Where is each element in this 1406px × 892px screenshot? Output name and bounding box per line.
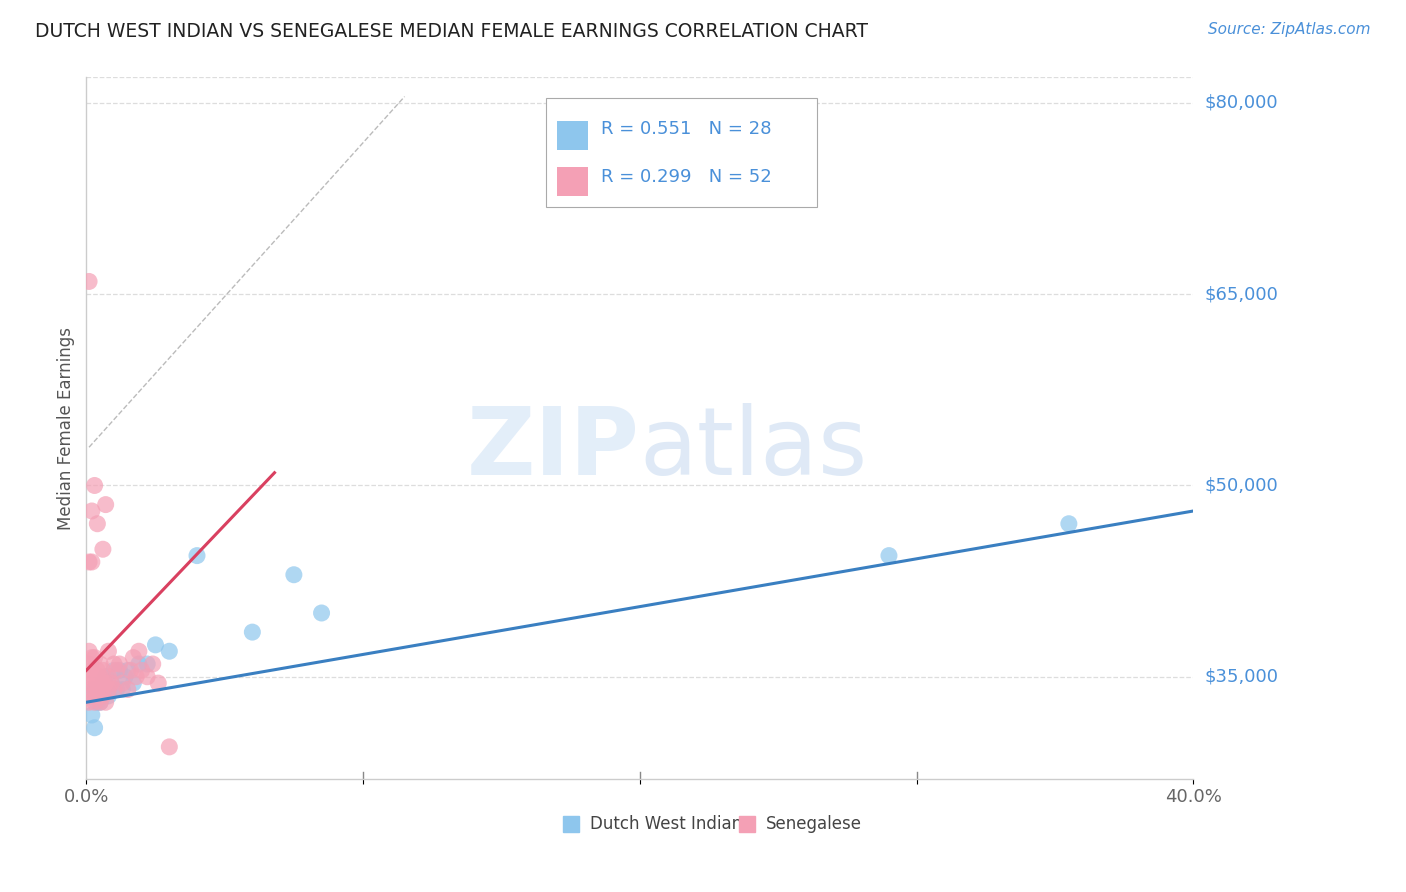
Point: [83, 650, 105, 665]
Point: [77, 275, 100, 289]
Point: [114, 670, 136, 684]
Point: [89, 682, 111, 697]
Text: $50,000: $50,000: [1205, 476, 1278, 494]
Point: [136, 670, 159, 684]
Point: [108, 664, 131, 678]
Point: [83, 682, 105, 697]
Text: atlas: atlas: [640, 403, 868, 495]
Text: R = 0.551   N = 28: R = 0.551 N = 28: [602, 120, 772, 138]
Point: [80, 676, 103, 690]
Point: [128, 644, 150, 658]
Point: [145, 638, 167, 652]
Text: $35,000: $35,000: [1205, 668, 1278, 686]
Point: [94, 498, 117, 512]
Text: $80,000: $80,000: [1205, 94, 1278, 112]
Point: [80, 504, 103, 518]
Point: [100, 676, 122, 690]
Point: [97, 644, 120, 658]
Point: [105, 664, 128, 678]
Point: [125, 670, 148, 684]
Point: [77, 689, 100, 703]
Point: [131, 664, 153, 678]
Point: [86, 516, 108, 531]
Point: [91, 689, 114, 703]
Point: [89, 682, 111, 697]
Text: R = 0.299   N = 52: R = 0.299 N = 52: [602, 168, 772, 186]
Point: [77, 657, 100, 671]
Text: DUTCH WEST INDIAN VS SENEGALESE MEDIAN FEMALE EARNINGS CORRELATION CHART: DUTCH WEST INDIAN VS SENEGALESE MEDIAN F…: [35, 22, 868, 41]
Point: [83, 682, 105, 697]
Point: [89, 695, 111, 709]
Point: [103, 657, 125, 671]
Point: [157, 739, 180, 754]
Point: [77, 555, 100, 569]
Y-axis label: Median Female Earnings: Median Female Earnings: [58, 326, 75, 530]
Point: [83, 721, 105, 735]
Point: [91, 664, 114, 678]
Point: [80, 708, 103, 723]
Point: [83, 478, 105, 492]
Point: [86, 695, 108, 709]
Point: [283, 567, 305, 582]
Point: [91, 676, 114, 690]
Point: [117, 682, 139, 697]
Text: $65,000: $65,000: [1205, 285, 1278, 303]
Point: [89, 657, 111, 671]
Point: [120, 664, 142, 678]
Point: [89, 695, 111, 709]
Point: [111, 682, 134, 697]
Point: [77, 695, 100, 709]
Point: [86, 676, 108, 690]
Point: [80, 664, 103, 678]
Point: [186, 549, 208, 563]
Point: [122, 650, 145, 665]
FancyBboxPatch shape: [557, 168, 588, 196]
Text: Source: ZipAtlas.com: Source: ZipAtlas.com: [1208, 22, 1371, 37]
Point: [94, 695, 117, 709]
FancyBboxPatch shape: [557, 120, 588, 150]
Point: [108, 657, 131, 671]
Point: [311, 606, 333, 620]
Text: Senegalese: Senegalese: [766, 815, 862, 833]
Point: [89, 670, 111, 684]
Point: [80, 689, 103, 703]
Point: [157, 644, 180, 658]
Point: [83, 695, 105, 709]
Point: [97, 682, 120, 697]
Point: [122, 676, 145, 690]
Point: [77, 670, 100, 684]
Point: [91, 542, 114, 557]
Point: [94, 676, 117, 690]
Point: [877, 549, 900, 563]
Point: [1057, 516, 1080, 531]
Point: [142, 657, 165, 671]
Text: ZIP: ZIP: [467, 403, 640, 495]
Point: [80, 650, 103, 665]
Point: [77, 644, 100, 658]
FancyBboxPatch shape: [546, 98, 817, 207]
Point: [83, 670, 105, 684]
Point: [77, 682, 100, 697]
Point: [100, 676, 122, 690]
Point: [240, 625, 263, 640]
Point: [86, 664, 108, 678]
Point: [97, 689, 120, 703]
Point: [103, 682, 125, 697]
Point: [86, 689, 108, 703]
Point: [94, 670, 117, 684]
Point: [117, 664, 139, 678]
Point: [136, 657, 159, 671]
Point: [103, 664, 125, 678]
Point: [80, 555, 103, 569]
Text: Dutch West Indians: Dutch West Indians: [591, 815, 751, 833]
Point: [91, 676, 114, 690]
Point: [128, 657, 150, 671]
Point: [111, 676, 134, 690]
Point: [105, 682, 128, 697]
Point: [97, 670, 120, 684]
Point: [148, 676, 170, 690]
